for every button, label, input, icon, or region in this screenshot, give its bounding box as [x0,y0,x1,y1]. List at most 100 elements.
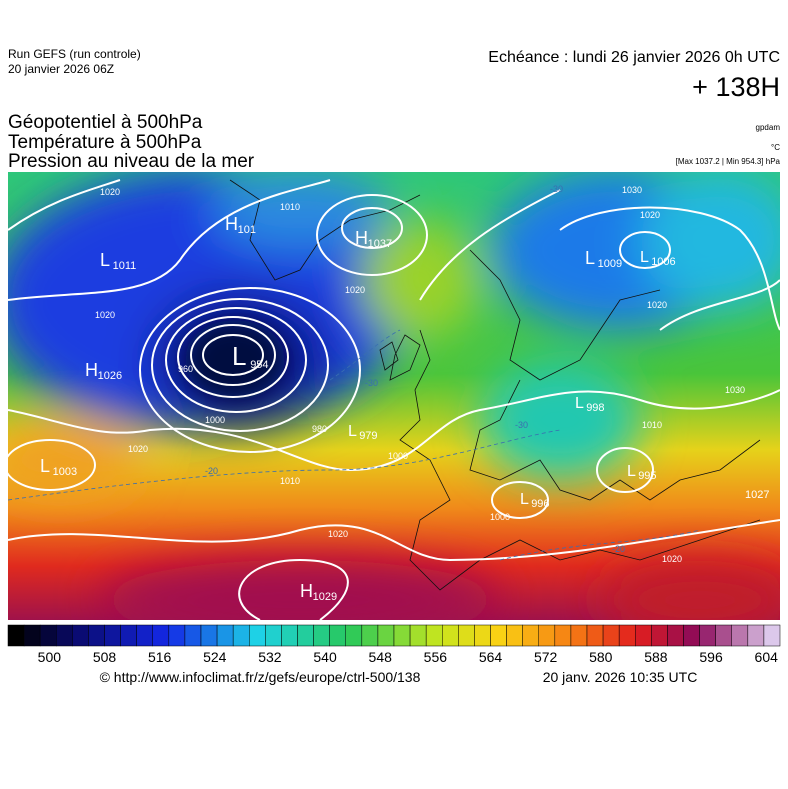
colorbar-swatch [184,624,202,647]
colorbar-swatch [345,624,363,647]
colorbar-swatch [329,624,346,647]
colorbar-tick-label: 580 [589,649,613,665]
isobar-label: 1010 [642,420,662,430]
isobar-label: 1000 [490,512,510,522]
isobar-label: 1020 [100,187,120,197]
colorbar-swatch [281,624,298,647]
pressure-letter: H [300,581,313,601]
pressure-letter: L [640,249,649,266]
pressure-value: 954 [250,359,268,371]
colorbar-swatch [522,624,540,647]
pressure-value: 1006 [651,256,675,268]
unit: °C [771,143,780,152]
colorbar-swatch [651,624,668,647]
colorbar-swatch [393,624,411,647]
pressure-value: 1026 [98,370,122,382]
colorbar-swatch [39,624,57,647]
colorbar-swatch [409,624,427,647]
pressure-value: 101 [238,224,256,236]
colorbar-tick-label: 532 [258,649,282,665]
colorbar-swatch [602,624,620,647]
colorbar-swatch [232,624,250,647]
colorbar-swatch [361,624,379,647]
run: 20 janvier 2026 06Z [8,62,114,76]
isobar-label: 1020 [95,310,115,320]
colorbar-swatch [586,624,604,647]
pressure-letter: L [348,423,357,440]
isobar-label: 960 [178,364,193,374]
temperature-label: -20 [205,466,218,476]
isobar-label: 1000 [388,451,408,461]
colorbar-tick-label: 564 [479,649,503,665]
colorbar-swatch [635,624,652,647]
pressure-value: 1029 [313,591,337,603]
colorbar-swatch [23,624,41,647]
field-title: Pression au niveau de la mer [8,151,255,172]
colorbar-swatch [715,624,733,647]
colorbar-swatch [425,624,443,647]
colorbar-swatch [538,624,556,647]
temperature-label: -20 [612,544,625,554]
timestamp: 20 janv. 2026 10:35 UTC [543,669,698,685]
colorbar-tick-label: 572 [534,649,558,665]
field-title: Température à 500hPa [8,132,202,153]
lead-time: + 138H [692,72,780,102]
pressure-letter: L [40,456,50,476]
pressure-value: 1037 [368,238,392,250]
colorbar-swatch [458,624,475,647]
pressure-letter: L [232,341,246,371]
colorbar-swatch [570,624,588,647]
pressure-letter: H [225,214,238,234]
colorbar-tick-label: 524 [203,649,227,665]
model: Run GEFS (run controle) [8,47,141,61]
colorbar-tick-label: 508 [93,649,117,665]
pressure-letter: L [627,463,636,480]
colorbar-swatch [683,624,700,647]
colorbar-swatch [377,624,395,647]
isobar-label: 1010 [280,476,300,486]
colorbar-swatch [763,624,781,647]
isobar-label: 1030 [725,385,745,395]
colorbar-swatch [104,624,121,647]
pressure-value: 1011 [113,260,137,272]
pressure-letter: L [100,250,110,270]
colorbar-swatch [474,624,491,647]
unit: [Max 1037.2 | Min 954.3] hPa [676,157,781,166]
isobar-label: 980 [312,424,327,434]
colorbar-swatch [442,624,459,647]
isobar-label: 1020 [328,529,348,539]
colorbar-swatch [7,624,25,647]
pressure-value: 996 [531,498,549,510]
colorbar-tick-label: 556 [424,649,448,665]
colorbar-swatch [313,624,330,647]
colorbar-swatch [249,624,266,647]
pressure-value: 1027 [745,489,769,501]
temperature-label: -30 [365,378,378,388]
isobar-label: 1020 [640,210,660,220]
colorbar-swatch [667,624,684,647]
colorbar-tick-label: 588 [644,649,668,665]
pressure-letter: H [355,228,368,248]
colorbar-swatch [56,624,73,647]
colorbar-swatch [72,624,89,647]
colorbar-swatch [120,624,137,647]
colorbar-swatch [88,624,105,647]
pressure-value: 1003 [53,466,77,478]
isobar-label: 1020 [345,285,365,295]
field-title: Géopotentiel à 500hPa [8,112,203,133]
pressure-letter: L [585,248,595,268]
temperature-label: -30 [550,184,563,194]
isobar-label: 1020 [128,444,148,454]
isobar-label: 1000 [205,415,225,425]
isobar-label: 1030 [622,185,642,195]
source: © http://www.infoclimat.fr/z/gefs/europe… [100,669,421,685]
colorbar-swatch [265,624,282,647]
isobar-label: 1010 [280,202,300,212]
colorbar-swatch [554,624,572,647]
colorbar-swatch [152,624,170,647]
pressure-letter: H [85,360,98,380]
colorbar-tick-label: 516 [148,649,172,665]
colorbar-swatch [297,624,314,647]
